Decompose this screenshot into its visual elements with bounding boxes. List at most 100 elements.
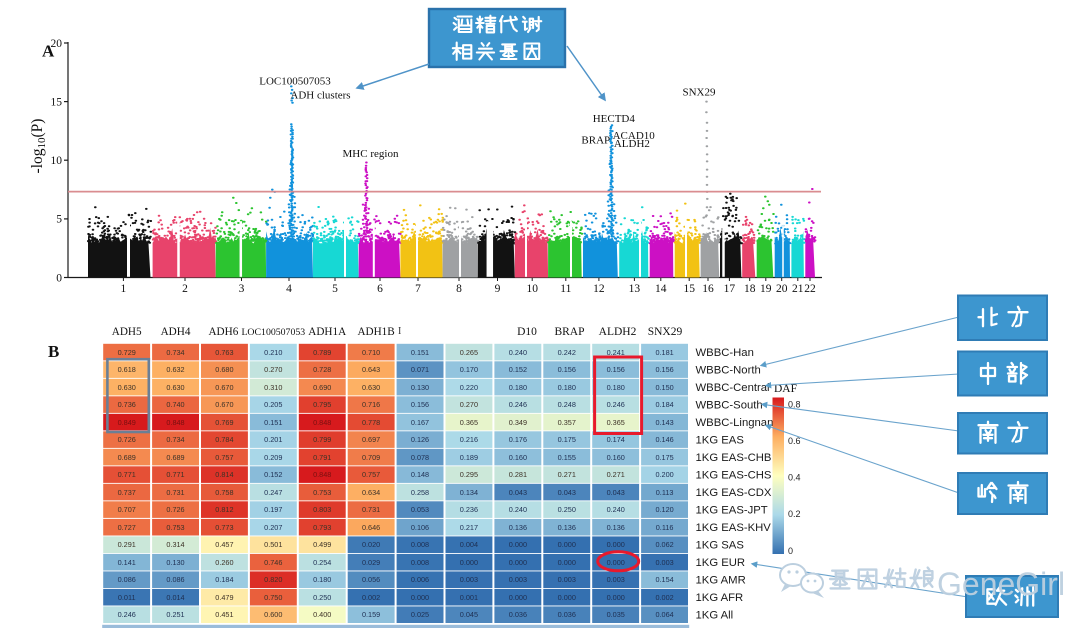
svg-text:0.778: 0.778	[362, 418, 380, 427]
svg-text:0.630: 0.630	[118, 383, 136, 392]
svg-text:21: 21	[792, 283, 804, 295]
svg-text:0.035: 0.035	[607, 610, 625, 619]
svg-text:0.120: 0.120	[655, 505, 673, 514]
svg-text:0.6: 0.6	[788, 436, 801, 446]
svg-text:0.737: 0.737	[118, 488, 136, 497]
svg-text:1KG EAS: 1KG EAS	[696, 434, 745, 446]
svg-text:0.271: 0.271	[558, 470, 576, 479]
svg-text:6: 6	[377, 283, 383, 295]
svg-text:0.630: 0.630	[166, 383, 184, 392]
svg-text:0.753: 0.753	[166, 523, 184, 532]
svg-text:17: 17	[724, 283, 736, 295]
svg-text:I: I	[398, 326, 401, 337]
svg-text:GeneGirl: GeneGirl	[937, 566, 1065, 602]
svg-text:0.000: 0.000	[607, 558, 625, 567]
svg-text:0.499: 0.499	[313, 540, 331, 549]
svg-text:0.036: 0.036	[558, 610, 576, 619]
svg-text:LOC100507053: LOC100507053	[259, 76, 331, 88]
svg-text:0.170: 0.170	[460, 365, 478, 374]
svg-text:0.175: 0.175	[558, 435, 576, 444]
svg-text:0.000: 0.000	[607, 540, 625, 549]
svg-text:WBBC-Han: WBBC-Han	[696, 347, 754, 359]
svg-text:0.184: 0.184	[655, 400, 673, 409]
svg-text:0.254: 0.254	[313, 558, 331, 567]
svg-text:4: 4	[286, 283, 292, 295]
svg-text:0.141: 0.141	[118, 558, 136, 567]
svg-text:1KG EAS-KHV: 1KG EAS-KHV	[696, 522, 772, 534]
svg-text:0.793: 0.793	[313, 523, 331, 532]
svg-text:0.000: 0.000	[411, 593, 429, 602]
svg-text:0.4: 0.4	[788, 473, 801, 483]
svg-text:0.771: 0.771	[118, 470, 136, 479]
svg-text:0.000: 0.000	[460, 558, 478, 567]
svg-text:1KG All: 1KG All	[696, 609, 734, 621]
svg-text:0.043: 0.043	[607, 488, 625, 497]
svg-text:0.146: 0.146	[655, 435, 673, 444]
svg-text:0.240: 0.240	[607, 505, 625, 514]
svg-text:0.248: 0.248	[558, 400, 576, 409]
svg-text:0.734: 0.734	[166, 435, 184, 444]
svg-text:ALDH2: ALDH2	[614, 138, 650, 150]
svg-text:0.220: 0.220	[460, 383, 478, 392]
svg-text:ADH4: ADH4	[161, 326, 191, 338]
svg-text:0.008: 0.008	[411, 558, 429, 567]
svg-text:15: 15	[51, 96, 63, 108]
svg-text:0.2: 0.2	[788, 509, 801, 519]
svg-text:0.216: 0.216	[460, 435, 478, 444]
svg-text:0.773: 0.773	[215, 523, 233, 532]
svg-text:0.240: 0.240	[509, 505, 527, 514]
svg-text:0.043: 0.043	[558, 488, 576, 497]
svg-text:0.148: 0.148	[411, 470, 429, 479]
svg-text:0.025: 0.025	[411, 610, 429, 619]
svg-text:0.314: 0.314	[166, 540, 184, 549]
svg-text:10: 10	[51, 155, 63, 167]
svg-text:13: 13	[629, 283, 641, 295]
svg-text:1KG AFR: 1KG AFR	[696, 592, 744, 604]
svg-text:0.176: 0.176	[509, 435, 527, 444]
svg-text:B: B	[48, 342, 59, 361]
svg-text:0.156: 0.156	[558, 365, 576, 374]
svg-text:0.154: 0.154	[655, 575, 673, 584]
svg-text:0.814: 0.814	[215, 470, 233, 479]
svg-text:0.020: 0.020	[362, 540, 380, 549]
svg-text:WBBC-South: WBBC-South	[696, 399, 763, 411]
svg-text:0.795: 0.795	[313, 400, 331, 409]
svg-text:0.197: 0.197	[264, 505, 282, 514]
svg-text:0.000: 0.000	[509, 540, 527, 549]
svg-text:0.247: 0.247	[264, 488, 282, 497]
svg-text:0.189: 0.189	[460, 453, 478, 462]
svg-text:0.400: 0.400	[313, 610, 331, 619]
svg-text:0.036: 0.036	[509, 610, 527, 619]
svg-text:0.134: 0.134	[460, 488, 478, 497]
svg-text:0.757: 0.757	[362, 470, 380, 479]
svg-text:0.726: 0.726	[166, 505, 184, 514]
svg-text:0.156: 0.156	[411, 400, 429, 409]
svg-text:0.789: 0.789	[313, 348, 331, 357]
svg-text:0.731: 0.731	[166, 488, 184, 497]
svg-text:0.630: 0.630	[362, 383, 380, 392]
svg-text:0.201: 0.201	[264, 435, 282, 444]
svg-text:18: 18	[744, 283, 756, 295]
svg-text:19: 19	[760, 283, 772, 295]
svg-text:0.750: 0.750	[264, 593, 282, 602]
svg-text:SNX29: SNX29	[648, 326, 683, 338]
svg-text:1KG EAS-CDX: 1KG EAS-CDX	[696, 487, 772, 499]
svg-text:0.848: 0.848	[313, 418, 331, 427]
svg-text:0.734: 0.734	[166, 348, 184, 357]
svg-text:BRAP: BRAP	[554, 326, 584, 338]
svg-text:0.000: 0.000	[509, 558, 527, 567]
svg-text:0.728: 0.728	[313, 365, 331, 374]
svg-text:0.740: 0.740	[166, 400, 184, 409]
svg-text:0.634: 0.634	[362, 488, 380, 497]
svg-text:0.689: 0.689	[166, 453, 184, 462]
svg-text:10: 10	[526, 283, 538, 295]
svg-text:0.000: 0.000	[607, 593, 625, 602]
svg-text:0.004: 0.004	[460, 540, 478, 549]
svg-text:0.771: 0.771	[166, 470, 184, 479]
svg-text:0.271: 0.271	[607, 470, 625, 479]
svg-text:0.310: 0.310	[264, 383, 282, 392]
svg-text:0.501: 0.501	[264, 540, 282, 549]
svg-text:0.200: 0.200	[655, 470, 673, 479]
svg-text:0.646: 0.646	[362, 523, 380, 532]
svg-text:ADH1A: ADH1A	[308, 326, 346, 338]
